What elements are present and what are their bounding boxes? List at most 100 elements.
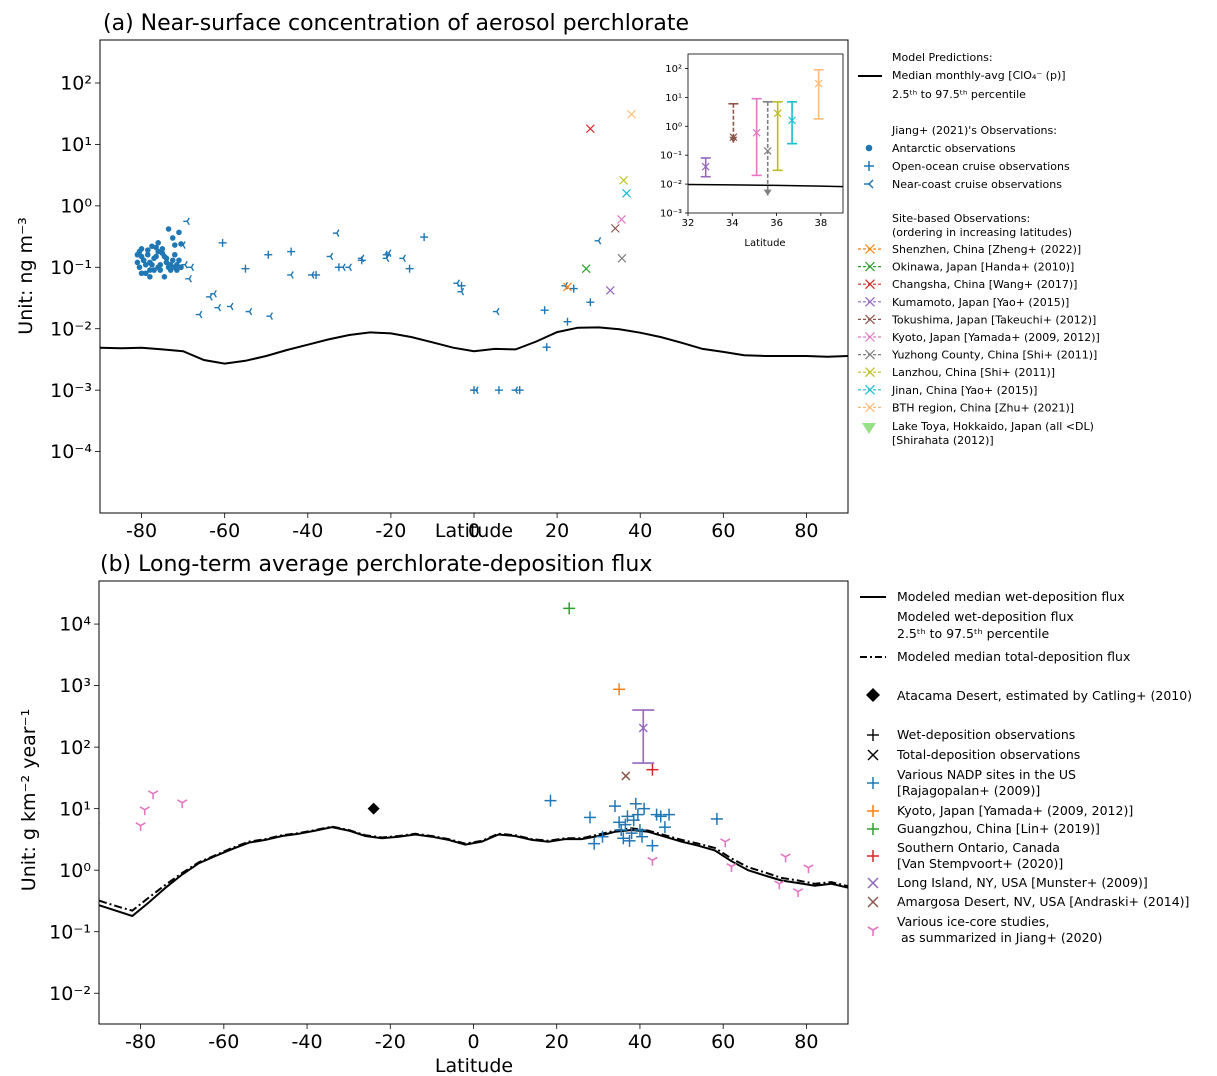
nearcoast-point xyxy=(453,279,460,288)
nearcoast-point xyxy=(195,310,203,319)
inset-model-line xyxy=(687,183,844,188)
nearcoast-point xyxy=(187,263,195,272)
nearcoast-point xyxy=(245,307,253,316)
inset-point xyxy=(729,133,738,142)
legend-site-label: Kumamoto, Japan [Yao+ (2015)] xyxy=(892,296,1069,309)
icecore-point-b xyxy=(177,799,183,804)
nearcoast-point-c xyxy=(209,296,213,301)
nearcoast-point-b xyxy=(190,263,195,268)
inset-point-b xyxy=(763,147,772,155)
antarctic-point xyxy=(151,267,157,273)
guangzhou-point xyxy=(563,602,576,615)
nearcoast-point xyxy=(185,274,192,283)
nadp-point xyxy=(623,834,636,847)
nadp-point xyxy=(617,832,630,845)
x-tick-label: -80 xyxy=(126,520,157,542)
inset-point-b xyxy=(729,133,738,142)
nadp-point xyxy=(629,797,642,810)
icecore-point xyxy=(720,838,731,848)
nearcoast-point xyxy=(339,263,346,272)
icecore-point xyxy=(774,880,785,890)
nearcoast-point xyxy=(332,229,340,237)
legend-site-swatch-marker xyxy=(865,367,875,378)
panel-b-title: (b) Long-term average perchlorate-deposi… xyxy=(100,552,652,577)
legend-laketoya-1: Lake Toya, Hokkaido, Japan (all <DL) xyxy=(892,420,1094,433)
icecore-point-c xyxy=(785,853,791,858)
wet-median-line xyxy=(99,826,848,918)
nearcoast-point xyxy=(492,307,500,316)
legend-atacama: Atacama Desert, estimated by Catling+ (2… xyxy=(897,688,1192,703)
antarctic-point xyxy=(159,245,166,252)
legend-site-label: Lanzhou, China [Shi+ (2011)] xyxy=(892,366,1055,379)
nearcoast-point xyxy=(594,236,602,245)
legend-wet-obs: Wet-deposition observations xyxy=(897,727,1075,742)
legend-site-label: BTH region, China [Zhu+ (2021)] xyxy=(892,401,1074,414)
nearcoast-point-b xyxy=(386,254,390,259)
legend-icecore-marker-b xyxy=(867,926,874,931)
nearcoast-point-b xyxy=(514,386,519,391)
nearcoast-point-b xyxy=(184,260,188,266)
inset-point xyxy=(763,147,772,155)
icecore-point xyxy=(803,864,814,874)
openocean-point xyxy=(264,250,273,259)
openocean-point xyxy=(241,264,250,273)
panel-a: (a) Near-surface concentration of aeroso… xyxy=(15,11,1100,542)
panel-a-legend: Model Predictions: Median monthly-avg [C… xyxy=(858,51,1100,447)
inset-point xyxy=(788,116,796,125)
nearcoast-point-b xyxy=(330,252,334,257)
legend-site-label: Jinan, China [Yao+ (2015)] xyxy=(891,384,1037,397)
y-tick-label: 10⁻² xyxy=(50,318,92,340)
nearcoast-point-b xyxy=(496,307,500,312)
nearcoast-point xyxy=(345,263,352,272)
nearcoast-point-c xyxy=(230,306,234,311)
icecore-point-b xyxy=(135,822,142,827)
nearcoast-point-c xyxy=(311,274,315,279)
nearcoast-point-b xyxy=(213,289,217,295)
legend-site-swatch-marker xyxy=(865,314,875,325)
model-median-line xyxy=(100,326,848,365)
longisland-point xyxy=(638,723,648,733)
nadp-point xyxy=(636,830,649,843)
site-point xyxy=(605,286,615,295)
panel-b-xlabel: Latitude xyxy=(435,1055,513,1076)
icecore-point-c xyxy=(808,864,814,869)
y-tick-label: 10² xyxy=(59,737,91,759)
nadp-point xyxy=(613,816,626,829)
antarctic-point xyxy=(144,251,151,258)
nearcoast-point-c xyxy=(475,389,479,394)
antarctic-point xyxy=(172,242,178,248)
legend-site-swatch-marker-b xyxy=(865,261,875,272)
y-tick-label: 10¹ xyxy=(60,134,92,156)
legend-site-swatch-marker-b xyxy=(865,332,875,342)
nearcoast-point-c xyxy=(186,220,190,226)
icecore-point xyxy=(792,888,804,898)
legend-antarctic: Antarctic observations xyxy=(892,142,1016,155)
nearcoast-point-b xyxy=(188,274,192,280)
site-point-b xyxy=(617,215,626,224)
nadp-point xyxy=(625,827,638,840)
icecore-point-b xyxy=(803,864,809,869)
antarctic-point xyxy=(142,261,149,268)
legend-icecore-2: as summarized in Jiang+ (2020) xyxy=(901,930,1102,945)
site-point xyxy=(622,188,631,198)
nearcoast-point-c xyxy=(182,244,186,249)
legend-nadp-1: Various NADP sites in the US xyxy=(897,767,1076,782)
nadp-point xyxy=(654,810,667,823)
site-point xyxy=(617,215,626,224)
antarctic-point xyxy=(149,261,155,268)
x-tick-label: -80 xyxy=(125,1031,156,1053)
site-point-b xyxy=(605,286,615,295)
legend-wet-obs-marker xyxy=(867,729,879,741)
legend-site-label: Shenzhen, China [Zheng+ (2022)] xyxy=(892,243,1081,256)
inset-point-b xyxy=(752,128,761,137)
icecore-point xyxy=(647,856,658,866)
nearcoast-point-c xyxy=(348,266,352,272)
openocean-point xyxy=(312,270,321,279)
nearcoast-point xyxy=(511,386,519,394)
openocean-point xyxy=(420,233,429,242)
x-tick-label: -40 xyxy=(292,1031,323,1053)
legend-ontario-marker xyxy=(867,850,879,862)
openocean-point xyxy=(540,306,549,315)
inset-errorbar-arrow xyxy=(763,189,772,196)
site-point xyxy=(563,282,572,292)
